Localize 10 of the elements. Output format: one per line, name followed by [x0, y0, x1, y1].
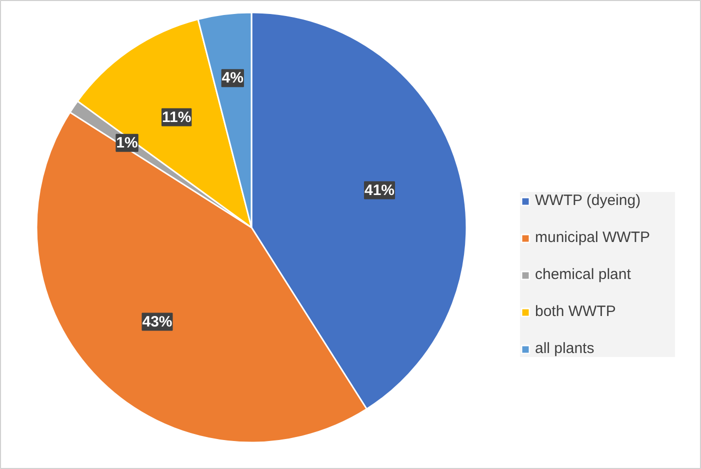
data-label: 1% [116, 134, 138, 152]
data-label: 11% [162, 108, 192, 126]
data-label: 41% [364, 182, 395, 199]
legend-label: chemical plant [535, 266, 632, 283]
legend-label: both WWTP [535, 303, 617, 320]
data-label: 43% [142, 313, 172, 330]
legend-label: all plants [535, 340, 596, 357]
legend-label: WWTP (dyeing) [535, 192, 642, 209]
data-label: 4% [222, 70, 244, 87]
legend-label: municipal WWTP [535, 229, 652, 246]
